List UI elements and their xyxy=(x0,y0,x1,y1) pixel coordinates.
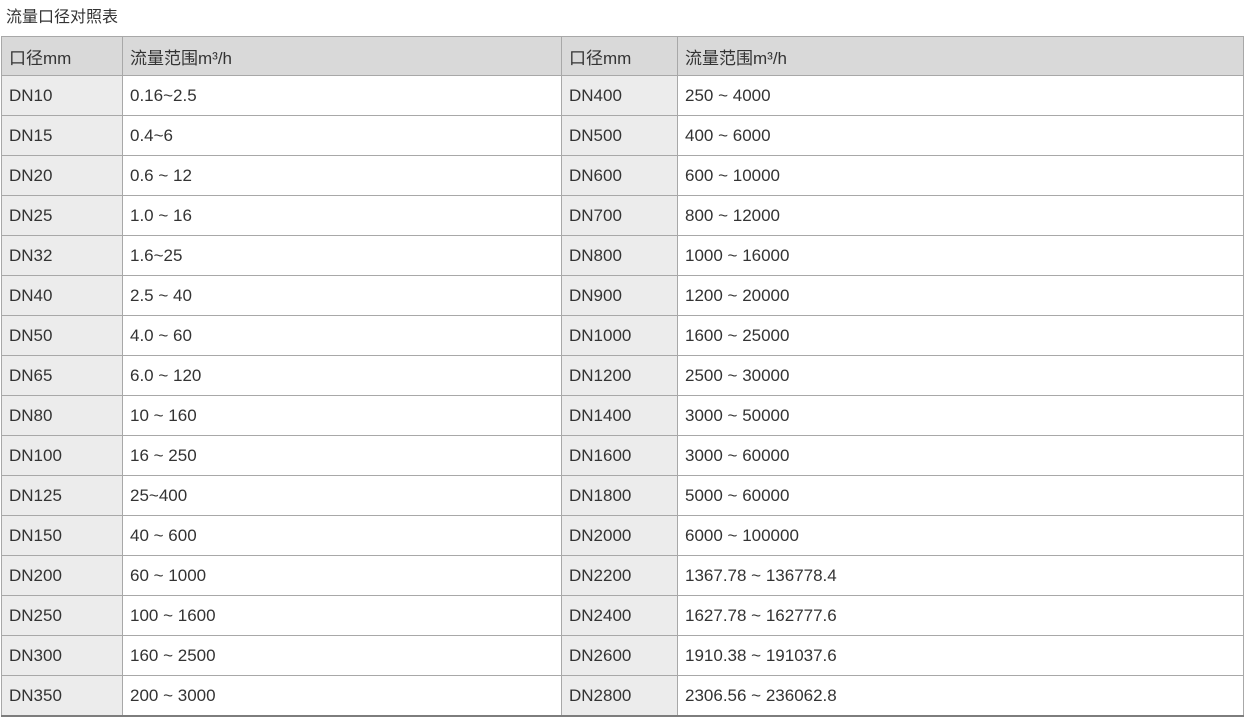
diameter-cell: DN32 xyxy=(1,235,123,276)
table-row: DN65 6.0 ~ 120 DN1200 2500 ~ 30000 xyxy=(1,355,1244,396)
table-row: DN20 0.6 ~ 12 DN600 600 ~ 10000 xyxy=(1,155,1244,196)
flow-range-cell: 10 ~ 160 xyxy=(122,395,562,436)
flow-range-cell: 1000 ~ 16000 xyxy=(677,235,1244,276)
diameter-cell: DN40 xyxy=(1,275,123,316)
diameter-cell: DN100 xyxy=(1,435,123,476)
flow-range-cell: 1.0 ~ 16 xyxy=(122,195,562,236)
header-diameter-right: 口径mm xyxy=(561,36,678,76)
diameter-cell: DN25 xyxy=(1,195,123,236)
diameter-cell: DN700 xyxy=(561,195,678,236)
table-row: DN80 10 ~ 160 DN1400 3000 ~ 50000 xyxy=(1,395,1244,436)
flow-range-cell: 100 ~ 1600 xyxy=(122,595,562,636)
table-row: DN350 200 ~ 3000 DN2800 2306.56 ~ 236062… xyxy=(1,675,1244,717)
header-diameter-left: 口径mm xyxy=(1,36,123,76)
flow-range-cell: 800 ~ 12000 xyxy=(677,195,1244,236)
header-flow-range-right: 流量范围m³/h xyxy=(677,36,1244,76)
header-row: 口径mm 流量范围m³/h 口径mm 流量范围m³/h xyxy=(1,36,1244,76)
table-row: DN32 1.6~25 DN800 1000 ~ 16000 xyxy=(1,235,1244,276)
flow-range-cell: 250 ~ 4000 xyxy=(677,75,1244,116)
flow-range-cell: 3000 ~ 50000 xyxy=(677,395,1244,436)
diameter-cell: DN900 xyxy=(561,275,678,316)
diameter-cell: DN400 xyxy=(561,75,678,116)
diameter-cell: DN2400 xyxy=(561,595,678,636)
diameter-cell: DN10 xyxy=(1,75,123,116)
diameter-cell: DN2000 xyxy=(561,515,678,556)
flow-range-cell: 2306.56 ~ 236062.8 xyxy=(677,675,1244,717)
flow-range-cell: 6000 ~ 100000 xyxy=(677,515,1244,556)
table-row: DN125 25~400 DN1800 5000 ~ 60000 xyxy=(1,475,1244,516)
diameter-cell: DN50 xyxy=(1,315,123,356)
flow-range-cell: 600 ~ 10000 xyxy=(677,155,1244,196)
diameter-cell: DN15 xyxy=(1,115,123,156)
flow-range-cell: 0.4~6 xyxy=(122,115,562,156)
diameter-cell: DN65 xyxy=(1,355,123,396)
flow-range-cell: 5000 ~ 60000 xyxy=(677,475,1244,516)
flow-range-cell: 3000 ~ 60000 xyxy=(677,435,1244,476)
flow-range-cell: 1627.78 ~ 162777.6 xyxy=(677,595,1244,636)
flow-range-cell: 4.0 ~ 60 xyxy=(122,315,562,356)
diameter-cell: DN800 xyxy=(561,235,678,276)
diameter-cell: DN1000 xyxy=(561,315,678,356)
page-title: 流量口径对照表 xyxy=(6,9,119,26)
flow-range-cell: 2.5 ~ 40 xyxy=(122,275,562,316)
flow-diameter-table: 口径mm 流量范围m³/h 口径mm 流量范围m³/h DN10 0.16~2.… xyxy=(1,36,1244,717)
flow-range-cell: 160 ~ 2500 xyxy=(122,635,562,676)
diameter-cell: DN150 xyxy=(1,515,123,556)
diameter-cell: DN2200 xyxy=(561,555,678,596)
table-row: DN300 160 ~ 2500 DN2600 1910.38 ~ 191037… xyxy=(1,635,1244,676)
table-row: DN15 0.4~6 DN500 400 ~ 6000 xyxy=(1,115,1244,156)
diameter-cell: DN80 xyxy=(1,395,123,436)
table-row: DN25 1.0 ~ 16 DN700 800 ~ 12000 xyxy=(1,195,1244,236)
table-row: DN250 100 ~ 1600 DN2400 1627.78 ~ 162777… xyxy=(1,595,1244,636)
flow-range-cell: 1200 ~ 20000 xyxy=(677,275,1244,316)
table-row: DN40 2.5 ~ 40 DN900 1200 ~ 20000 xyxy=(1,275,1244,316)
table-row: DN10 0.16~2.5 DN400 250 ~ 4000 xyxy=(1,75,1244,116)
flow-range-cell: 1367.78 ~ 136778.4 xyxy=(677,555,1244,596)
flow-range-cell: 2500 ~ 30000 xyxy=(677,355,1244,396)
diameter-cell: DN20 xyxy=(1,155,123,196)
diameter-cell: DN1800 xyxy=(561,475,678,516)
diameter-cell: DN200 xyxy=(1,555,123,596)
diameter-cell: DN1600 xyxy=(561,435,678,476)
flow-range-cell: 6.0 ~ 120 xyxy=(122,355,562,396)
table-row: DN100 16 ~ 250 DN1600 3000 ~ 60000 xyxy=(1,435,1244,476)
diameter-cell: DN300 xyxy=(1,635,123,676)
flow-range-cell: 1600 ~ 25000 xyxy=(677,315,1244,356)
flow-range-cell: 0.16~2.5 xyxy=(122,75,562,116)
diameter-cell: DN350 xyxy=(1,675,123,717)
flow-range-cell: 1.6~25 xyxy=(122,235,562,276)
diameter-cell: DN600 xyxy=(561,155,678,196)
table-row: DN150 40 ~ 600 DN2000 6000 ~ 100000 xyxy=(1,515,1244,556)
flow-range-cell: 1910.38 ~ 191037.6 xyxy=(677,635,1244,676)
flow-range-cell: 16 ~ 250 xyxy=(122,435,562,476)
diameter-cell: DN1400 xyxy=(561,395,678,436)
flow-range-cell: 400 ~ 6000 xyxy=(677,115,1244,156)
diameter-cell: DN125 xyxy=(1,475,123,516)
flow-range-cell: 25~400 xyxy=(122,475,562,516)
diameter-cell: DN500 xyxy=(561,115,678,156)
flow-range-cell: 0.6 ~ 12 xyxy=(122,155,562,196)
diameter-cell: DN2600 xyxy=(561,635,678,676)
flow-range-cell: 60 ~ 1000 xyxy=(122,555,562,596)
flow-range-cell: 200 ~ 3000 xyxy=(122,675,562,717)
header-flow-range-left: 流量范围m³/h xyxy=(122,36,562,76)
diameter-cell: DN2800 xyxy=(561,675,678,717)
table-row: DN50 4.0 ~ 60 DN1000 1600 ~ 25000 xyxy=(1,315,1244,356)
diameter-cell: DN250 xyxy=(1,595,123,636)
flow-range-cell: 40 ~ 600 xyxy=(122,515,562,556)
table-row: DN200 60 ~ 1000 DN2200 1367.78 ~ 136778.… xyxy=(1,555,1244,596)
diameter-cell: DN1200 xyxy=(561,355,678,396)
